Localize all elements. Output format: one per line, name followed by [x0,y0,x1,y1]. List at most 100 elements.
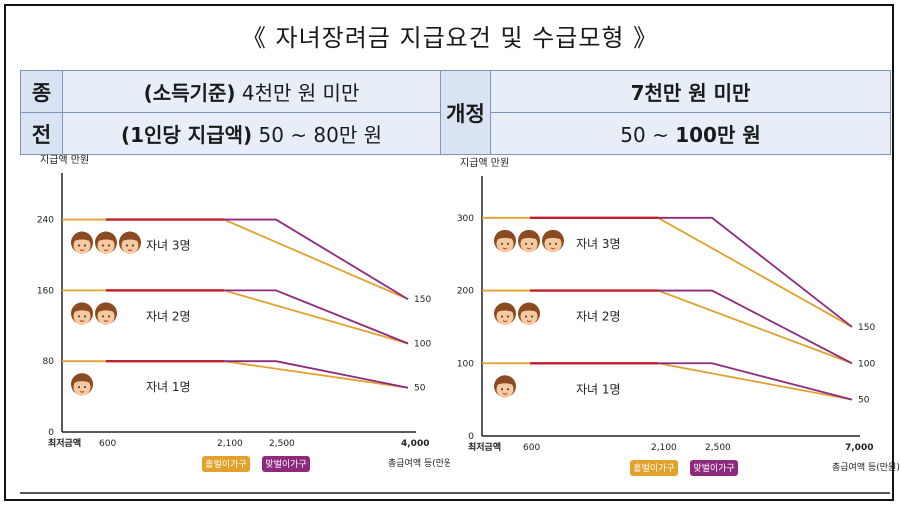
mouth-shape [79,319,85,322]
dual-earner-line [224,218,409,300]
dual-earner-line [658,362,853,401]
bangs-shape [97,236,115,242]
legend-single-label: 홑벌이가구 [205,458,246,470]
mouth-shape [526,247,532,250]
mouth-shape [502,392,508,395]
children-count-label: 자녀 3명 [576,237,621,251]
face-shape [97,237,115,255]
child-icon [71,373,93,396]
eye-shape [501,242,503,245]
face-shape [496,308,514,326]
face-shape [121,237,139,255]
face-shape [73,378,91,396]
eye-shape [78,386,80,389]
y-tick-label: 300 [457,214,474,224]
child-icon [494,302,516,326]
face-shape [73,237,91,255]
bangs-shape [73,307,91,313]
children-count-label: 자녀 2명 [146,309,191,323]
x-tick-label: 2,100 [651,443,677,453]
children-count-label: 자녀 3명 [146,239,191,253]
face-shape [97,307,115,325]
right-end-label: 50 [858,396,870,406]
single-earner-line [482,289,853,365]
eye-shape [531,242,533,245]
after-amount-cell: 50 ~ 100만 원 [490,112,891,155]
child-icon [518,302,540,326]
y-tick-label: 160 [37,286,54,296]
dual-earner-line [224,360,409,389]
mouth-shape [526,320,532,323]
eye-shape [507,242,509,245]
eye-shape [108,315,110,318]
y-tick-label: 200 [457,287,474,297]
bangs-shape [496,380,514,386]
eye-shape [501,388,503,391]
mouth-shape [79,249,85,252]
page-title: 《 자녀장려금 지급요건 및 수급모형 》 [241,24,659,52]
eye-shape [507,315,509,318]
child-icon [494,375,516,398]
right-end-label: 100 [414,339,431,349]
before-label-1: 종 [20,70,63,113]
bottom-rule [20,492,890,494]
legend-dual-label: 맞벌이가구 [693,462,734,474]
y-axis-label: 지급액 만원 [40,154,89,166]
face-shape [496,380,514,398]
x-tick-label: 4,000 [401,439,429,449]
y-tick-label: 240 [37,216,54,226]
child-icon [71,302,93,325]
eye-shape [507,388,509,391]
x-tick-label: 2,500 [269,439,295,449]
x-tick-label: 7,000 [845,443,873,453]
eye-shape [84,315,86,318]
child-icon [119,231,141,255]
before-amount-cell: (1인당 지급액) 50 ~ 80만 원 [62,112,441,155]
eye-shape [132,244,134,247]
x-tick-label: 600 [99,439,116,449]
outer-frame [4,4,894,501]
eye-shape [102,244,104,247]
y-tick-label: 80 [43,357,55,367]
eye-shape [525,242,527,245]
mouth-shape [502,320,508,323]
eye-shape [84,386,86,389]
children-count-label: 자녀 1명 [576,382,621,396]
face-shape [73,307,91,325]
before-label-2: 전 [20,112,63,155]
bangs-shape [496,307,514,313]
legend-dual-swatch [262,456,310,472]
child-icon [518,229,540,253]
after-amount: 100만 원 [675,123,761,147]
chart-before: 지급액 만원 0 80 160 240 최저금액 600 2,100 2,500 4,000 총급여… [37,154,450,472]
x-axis-label: 총급여액 등(만원) [832,461,900,473]
right-end-label: 100 [858,359,875,369]
bangs-shape [121,236,139,242]
eye-shape [102,315,104,318]
bangs-shape [520,307,538,313]
y-tick-label: 0 [48,428,54,438]
right-end-label: 50 [414,384,426,394]
x-tick-label: 최저금액 [48,437,81,449]
right-end-label: 150 [858,323,875,333]
before-amount: 50 ~ 80만 원 [252,123,383,147]
legend-dual-swatch [690,460,738,476]
child-icon [95,302,117,325]
x-tick-label: 최저금액 [468,441,501,453]
mouth-shape [127,249,133,252]
dual-earner-line [658,216,853,328]
x-axis-label: 총급여액 등(만원) [388,457,450,469]
bangs-shape [97,307,115,313]
comparison-table: 종 (소득기준) 4천만 원 미만 개정 7천만 원 미만 전 (1인당 지급액… [20,70,891,155]
bangs-shape [73,378,91,384]
eye-shape [549,242,551,245]
dual-earner-line [658,289,853,365]
legend-single-swatch [630,460,678,476]
y-tick-label: 100 [457,359,474,369]
mouth-shape [103,319,109,322]
face-shape [520,235,538,253]
bangs-shape [544,234,562,240]
before-amount-prefix: (1인당 지급액) [120,123,253,147]
dual-earner-line [224,289,409,345]
